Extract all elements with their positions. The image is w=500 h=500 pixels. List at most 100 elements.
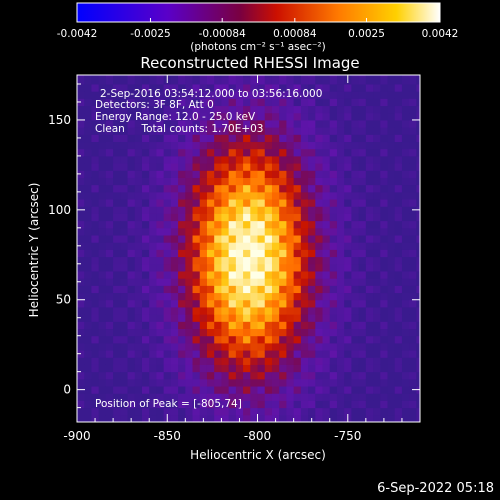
heatmap-cell (344, 155, 352, 164)
heatmap-cell (120, 134, 129, 143)
heatmap-cell (401, 299, 410, 308)
heatmap-cell (373, 75, 381, 78)
heatmap-cell (214, 83, 222, 92)
heatmap-cell (170, 306, 179, 315)
heatmap-cell (170, 242, 179, 250)
heatmap-cell (127, 263, 136, 272)
heatmap-cell (199, 328, 208, 337)
heatmap-cell (401, 83, 410, 92)
heatmap-cell (308, 127, 316, 135)
heatmap-cell (141, 314, 150, 322)
heatmap-cell (235, 177, 244, 186)
heatmap-cell (192, 321, 201, 330)
heatmap-cell (243, 263, 251, 272)
heatmap-cell (141, 170, 150, 178)
heatmap-cell (243, 242, 251, 250)
heatmap-cell (149, 306, 157, 315)
heatmap-cell (271, 163, 280, 171)
heatmap-cell (358, 321, 367, 330)
heatmap-cell (401, 177, 410, 186)
heatmap-cell (351, 357, 360, 365)
heatmap-cell (228, 328, 237, 337)
heatmap-cell (105, 314, 114, 322)
heatmap-cell (163, 83, 172, 92)
heatmap-cell (134, 141, 143, 150)
heatmap-cell (365, 177, 374, 186)
heatmap-cell (127, 105, 136, 114)
heatmap-cell (373, 213, 381, 222)
heatmap-cell (156, 170, 165, 178)
heatmap-cell (315, 249, 324, 258)
heatmap-cell (235, 91, 244, 99)
heatmap-cell (243, 306, 251, 315)
heatmap-cell (365, 342, 374, 351)
heatmap-cell (271, 386, 280, 394)
heatmap-cell (336, 75, 345, 78)
heatmap-cell (351, 83, 360, 92)
heatmap-cell (394, 407, 403, 416)
heatmap-cell (206, 83, 215, 92)
heatmap-cell (214, 342, 222, 351)
heatmap-cell (141, 220, 150, 229)
heatmap-cell (308, 270, 316, 279)
heatmap-cell (127, 206, 136, 214)
heatmap-cell (286, 213, 295, 222)
heatmap-cell (134, 191, 143, 200)
heatmap-cell (105, 407, 114, 416)
heatmap-cell (170, 393, 179, 401)
heatmap-cell (221, 306, 230, 315)
heatmap-cell (84, 199, 92, 207)
heatmap-cell (409, 321, 417, 330)
heatmap-cell (257, 328, 266, 337)
heatmap-cell (286, 400, 295, 409)
heatmap-cell (192, 83, 201, 92)
heatmap-cell (214, 393, 222, 401)
heatmap-cell (300, 98, 309, 107)
heatmap-cell (358, 263, 367, 272)
heatmap-cell (300, 191, 309, 200)
heatmap-cell (214, 314, 222, 322)
heatmap-cell (329, 306, 338, 315)
heatmap-cell (300, 220, 309, 229)
heatmap-cell (300, 393, 309, 401)
heatmap-cell (120, 220, 129, 229)
heatmap-cell (351, 170, 360, 178)
colorbar-unit-label: (photons cm⁻² s⁻¹ asec⁻²) (190, 41, 325, 53)
heatmap-cell (163, 170, 172, 178)
heatmap-cell (336, 220, 345, 229)
heatmap-cell (214, 400, 222, 409)
heatmap-cell (199, 98, 208, 107)
heatmap-cell (163, 378, 172, 387)
colorbar-gradient (76, 2, 441, 23)
heatmap-cell (221, 278, 230, 286)
heatmap-cell (206, 285, 215, 294)
heatmap-cell (221, 155, 230, 164)
heatmap-cell (308, 371, 316, 380)
heatmap-cell (98, 105, 107, 114)
heatmap-cell (178, 314, 186, 322)
heatmap-cell (279, 321, 287, 330)
heatmap-cell (336, 148, 345, 157)
heatmap-cell (127, 163, 136, 171)
heatmap-cell (228, 220, 237, 229)
heatmap-cell (250, 76, 259, 85)
heatmap-cell (84, 335, 92, 344)
heatmap-cell (228, 213, 237, 222)
heatmap-cell (344, 112, 352, 121)
heatmap-cell (279, 407, 287, 416)
heatmap-cell (163, 249, 172, 258)
heatmap-cell (416, 350, 420, 358)
heatmap-cell (329, 199, 338, 207)
heatmap-cell (84, 263, 92, 272)
heatmap-cell (315, 386, 324, 394)
heatmap-cell (322, 220, 331, 229)
heatmap-cell (156, 119, 165, 128)
heatmap-cell (264, 148, 273, 157)
heatmap-cell (293, 199, 302, 207)
heatmap-cell (308, 263, 316, 272)
heatmap-cell (394, 278, 403, 286)
heatmap-cell (235, 357, 244, 365)
heatmap-cell (264, 306, 273, 315)
heatmap-cell (351, 270, 360, 279)
heatmap-cell (387, 371, 396, 380)
